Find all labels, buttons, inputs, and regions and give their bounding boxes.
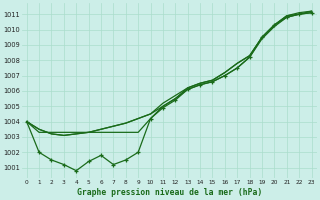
X-axis label: Graphe pression niveau de la mer (hPa): Graphe pression niveau de la mer (hPa) bbox=[76, 188, 262, 197]
